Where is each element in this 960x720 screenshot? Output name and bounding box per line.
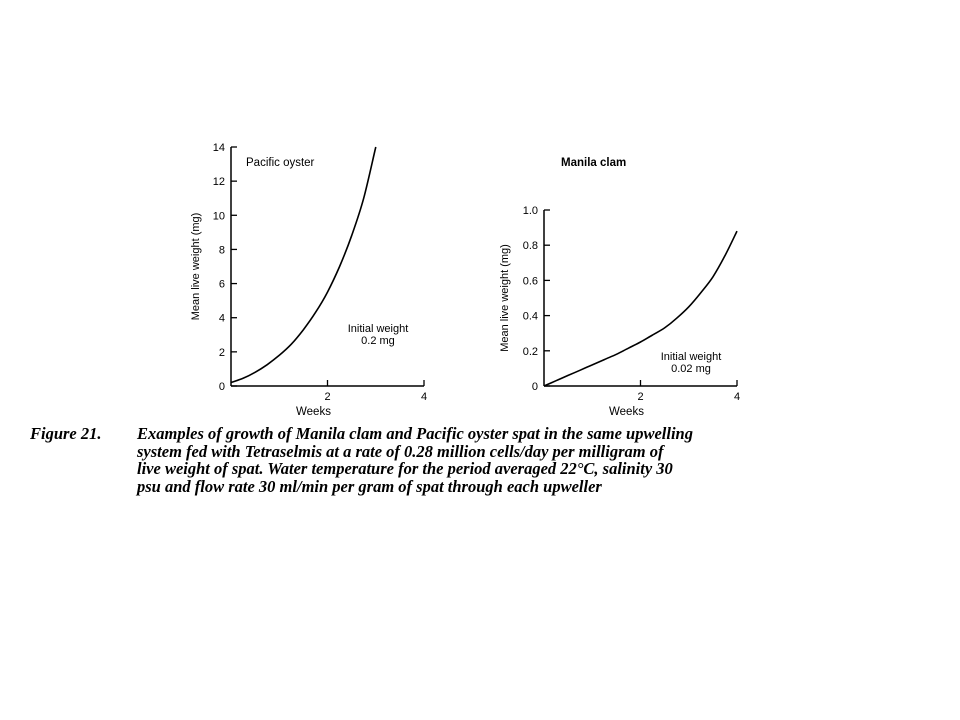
x-tick-label: 4 — [734, 391, 740, 403]
annotation-line: Initial weight — [661, 351, 722, 363]
caption-line: system fed with Tetraselmis at a rate of… — [137, 441, 664, 461]
x-axis-label: Weeks — [296, 406, 331, 418]
growth-curve — [230, 146, 377, 384]
x-tick-label: 2 — [637, 391, 643, 403]
annotation-line: 0.2 mg — [361, 335, 395, 347]
caption-line: live weight of spat. Water temperature f… — [137, 459, 673, 478]
y-axis-label: Mean live weight (mg) — [190, 213, 202, 321]
figure-caption: Figure 21. Examples of growth of Manila … — [30, 425, 945, 495]
caption-line: Examples of growth of Manila clam and Pa… — [137, 424, 693, 443]
x-axis-label: Weeks — [609, 406, 644, 418]
chart-panel-1: 0 2 4 6 8 10 12 14 2 4 Weeks Mean live weight (mg) P… — [190, 142, 427, 418]
y-tick-label: 0.8 — [523, 240, 538, 252]
y-tick-label: 0 — [532, 381, 538, 393]
x-tick-label: 4 — [421, 391, 427, 403]
y-tick-label: 0.6 — [523, 275, 538, 287]
y-tick-label: 0.2 — [523, 346, 538, 358]
caption-text: Examples of growth of Manila clam and Pa… — [137, 425, 693, 495]
figure-charts: 0 2 4 6 8 10 12 14 2 4 Weeks Mean live weight (mg) P… — [190, 142, 740, 418]
growth-curve — [543, 230, 738, 387]
chart-panel-2: 0 0.2 0.4 0.6 0.8 1.0 2 4 Weeks Mean live weight … — [499, 157, 740, 418]
annotation-line: 0.02 mg — [671, 363, 711, 375]
y-tick-label: 8 — [219, 244, 225, 256]
caption-line: psu and flow rate 30 ml/min per gram of … — [137, 476, 602, 496]
y-tick-label: 0 — [219, 381, 225, 393]
annotation-line: Initial weight — [348, 323, 409, 335]
y-tick-label: 14 — [213, 142, 225, 154]
y-tick-label: 12 — [213, 176, 225, 188]
y-tick-label: 6 — [219, 279, 225, 291]
y-axis-label: Mean live weight (mg) — [499, 244, 511, 352]
x-tick-label: 2 — [324, 391, 330, 403]
y-tick-label: 10 — [213, 210, 225, 222]
panel-title: Manila clam — [561, 157, 626, 169]
panel-title: Pacific oyster — [246, 157, 315, 169]
y-tick-label: 2 — [219, 347, 225, 359]
y-tick-label: 1.0 — [523, 205, 538, 217]
y-tick-label: 0.4 — [523, 311, 538, 323]
caption-label: Figure 21. — [30, 424, 102, 443]
y-tick-label: 4 — [219, 313, 225, 325]
